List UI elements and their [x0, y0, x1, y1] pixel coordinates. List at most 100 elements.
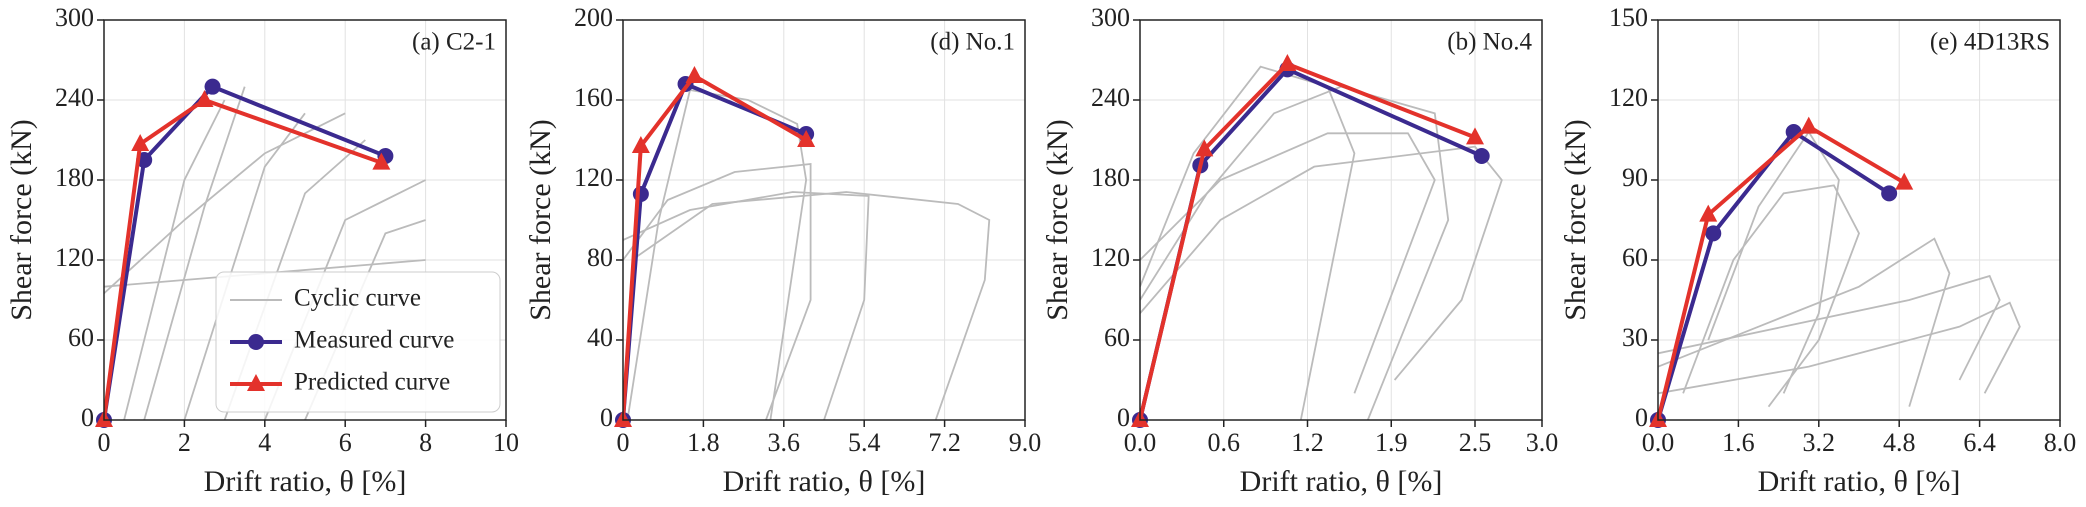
- series-line: [1658, 301, 2021, 395]
- x-tick-label: 3.6: [768, 428, 801, 457]
- marker: [797, 130, 816, 147]
- y-axis-label: Shear force (kN): [5, 119, 38, 321]
- y-tick-label: 120: [1091, 243, 1130, 272]
- y-tick-label: 40: [587, 323, 613, 352]
- y-tick-label: 240: [1091, 83, 1130, 112]
- plot-frame: [1139, 19, 1543, 421]
- y-tick-label: 160: [574, 83, 613, 112]
- marker: [685, 66, 704, 83]
- marker: [131, 134, 150, 151]
- annotation: (e) 4D13RS: [1930, 29, 2050, 56]
- marker: [1278, 54, 1297, 71]
- x-tick-label: 6: [339, 428, 352, 457]
- x-tick-label: 1.9: [1375, 428, 1408, 457]
- marker: [1881, 185, 1898, 202]
- y-tick-label: 150: [1609, 3, 1648, 32]
- marker: [1473, 148, 1490, 164]
- marker: [204, 78, 221, 95]
- series-line: [623, 73, 808, 420]
- series-line: [1682, 184, 1860, 408]
- x-tick-label: 3.2: [1803, 428, 1836, 457]
- marker: [1699, 204, 1718, 222]
- x-axis-label: Drift ratio, θ [%]: [1758, 465, 1961, 498]
- y-tick-label: 60: [1622, 243, 1648, 272]
- y-tick-label: 60: [68, 323, 94, 352]
- series-line: [123, 99, 226, 420]
- series-line: [626, 88, 808, 420]
- x-tick-label: 7.2: [928, 428, 961, 457]
- marker: [1466, 127, 1484, 145]
- y-tick-label: 240: [55, 83, 94, 112]
- marker: [372, 152, 391, 170]
- legend-label: Measured curve: [294, 327, 454, 354]
- y-tick-label: 0: [1117, 403, 1130, 432]
- x-tick-label: 4: [258, 428, 271, 457]
- x-axis-label: Drift ratio, θ [%]: [204, 465, 407, 498]
- x-tick-label: 0.0: [1642, 428, 1675, 457]
- x-tick-label: 8.0: [2044, 428, 2077, 457]
- x-tick-label: 1.2: [1291, 428, 1324, 457]
- marker: [632, 186, 649, 202]
- series-line: [1140, 132, 1436, 394]
- x-tick-label: 1.8: [687, 428, 720, 457]
- series-line: [1658, 124, 1906, 420]
- plot-frame: [1657, 19, 2061, 421]
- series-line: [104, 112, 346, 294]
- series-line: [104, 84, 387, 420]
- y-tick-label: 0: [81, 403, 94, 432]
- x-tick-label: 1.6: [1722, 428, 1755, 457]
- legend-marker: [248, 334, 264, 350]
- x-tick-label: 0: [98, 428, 111, 457]
- legend-label: Cyclic curve: [294, 285, 421, 312]
- marker: [1195, 139, 1214, 157]
- y-tick-label: 120: [574, 163, 613, 192]
- y-axis-label: Shear force (kN): [524, 119, 557, 321]
- series-line: [1707, 130, 1840, 394]
- series-line: [1140, 65, 1356, 420]
- y-tick-label: 90: [1622, 163, 1648, 192]
- legend-marker: [247, 374, 265, 391]
- x-tick-label: 0: [617, 428, 630, 457]
- series-line: [1140, 145, 1503, 381]
- series-line: [1140, 61, 1476, 420]
- series-line: [623, 163, 812, 420]
- y-tick-label: 180: [1091, 163, 1130, 192]
- y-axis-label: Shear force (kN): [1559, 119, 1592, 321]
- legend-label: Predicted curve: [294, 369, 450, 396]
- x-tick-label: 4.8: [1883, 428, 1916, 457]
- series-line: [1658, 274, 2001, 381]
- y-tick-label: 120: [55, 243, 94, 272]
- x-tick-label: 8: [419, 428, 432, 457]
- marker: [1799, 116, 1818, 134]
- series-line: [1658, 129, 1891, 420]
- x-tick-label: 10: [493, 428, 519, 457]
- x-axis-label: Drift ratio, θ [%]: [1240, 465, 1443, 498]
- series-line: [1658, 237, 1951, 407]
- annotation: (a) C2-1: [412, 29, 496, 56]
- x-tick-label: 9.0: [1009, 428, 1042, 457]
- x-tick-label: 2: [178, 428, 191, 457]
- marker: [1895, 172, 1914, 190]
- y-tick-label: 0: [600, 403, 613, 432]
- y-tick-label: 80: [587, 243, 613, 272]
- plot-frame: [103, 19, 507, 421]
- marker: [195, 90, 214, 107]
- series-line: [104, 97, 383, 420]
- series-line: [623, 191, 870, 420]
- y-tick-label: 60: [1104, 323, 1130, 352]
- x-tick-label: 6.4: [1963, 428, 1996, 457]
- annotation: (d) No.1: [930, 29, 1015, 56]
- y-tick-label: 300: [1091, 3, 1130, 32]
- y-tick-label: 120: [1609, 83, 1648, 112]
- plot-frame: [622, 19, 1026, 421]
- marker: [631, 136, 650, 153]
- x-tick-label: 3.0: [1526, 428, 1559, 457]
- x-axis-label: Drift ratio, θ [%]: [723, 465, 926, 498]
- series-line: [631, 191, 991, 420]
- x-tick-label: 0.6: [1208, 428, 1241, 457]
- y-tick-label: 30: [1622, 323, 1648, 352]
- series-line: [143, 86, 246, 420]
- annotation: (b) No.4: [1447, 29, 1532, 56]
- y-tick-label: 180: [55, 163, 94, 192]
